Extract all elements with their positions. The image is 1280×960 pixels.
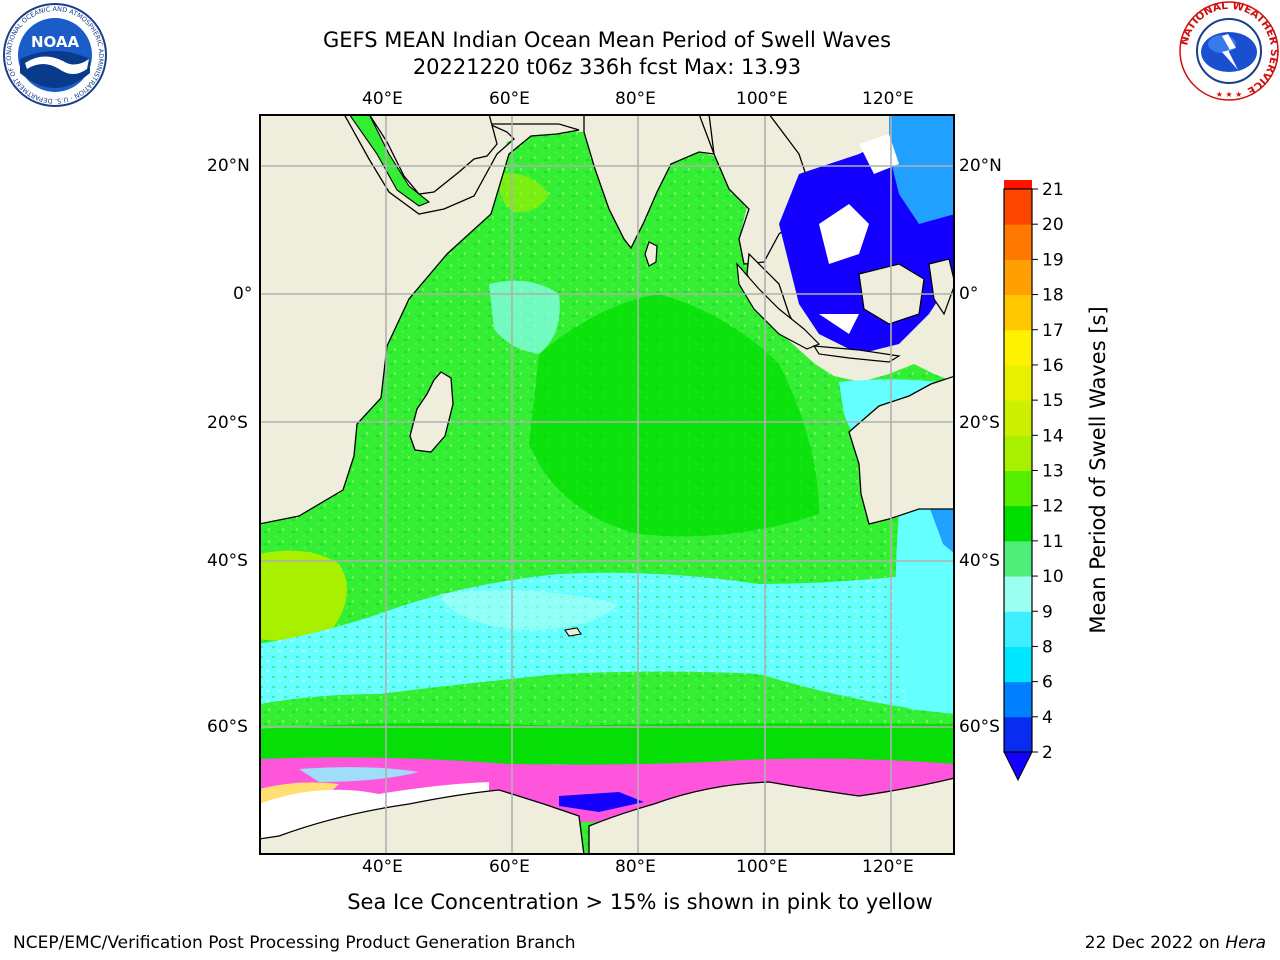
colorbar-tick-label: 18 (1042, 286, 1064, 306)
yellow-green-sw (259, 550, 347, 641)
southern-cyan-texture (259, 569, 955, 714)
southern-light-cyan (439, 590, 619, 630)
lat-label-left-60s: 60°S (207, 717, 248, 737)
colorbar-band (1004, 646, 1032, 683)
svg-text:NOAA: NOAA (31, 33, 80, 51)
colorbar-label: Mean Period of Swell Waves [s] (1086, 306, 1110, 634)
colorbar-band (1004, 435, 1032, 471)
colorbar-tick-label: 13 (1042, 462, 1064, 482)
footer-date-text: 22 Dec 2022 on (1084, 933, 1220, 953)
lon-label-top-60e: 60°E (489, 89, 530, 109)
lon-label-bottom-60e: 60°E (489, 857, 530, 877)
colorbar-tick-label: 16 (1042, 356, 1064, 376)
sea-ice-deep-blue (559, 792, 644, 812)
lon-label-top-120e: 120°E (862, 89, 914, 109)
colorbar-ticks: 2 4 6 8 9 10 11 12 13 14 15 16 17 18 19 20 21 (1032, 180, 1064, 763)
madagascar-land (409, 371, 454, 453)
colorbar-band (1004, 180, 1032, 190)
map-panel (259, 114, 955, 855)
kerguelen-land (564, 627, 582, 637)
colorbar-band (1004, 576, 1032, 612)
lat-label-left-20n: 20°N (207, 156, 250, 176)
lon-label-bottom-120e: 120°E (862, 857, 914, 877)
lat-label-left-20s: 20°S (207, 413, 248, 433)
se-blue-edge (929, 498, 955, 554)
sulawesi-land (928, 258, 955, 316)
colorbar-band (1004, 540, 1032, 577)
footer-left-text: NCEP/EMC/Verification Post Processing Pr… (13, 933, 576, 953)
colorbar-band (1004, 294, 1032, 331)
antarctica-land (259, 777, 955, 855)
colorbar-tick-label: 21 (1042, 180, 1064, 200)
lon-label-top-80e: 80°E (615, 89, 656, 109)
colorbar-tick-label: 19 (1042, 250, 1064, 270)
bright-green-region (529, 294, 819, 537)
colorbar-band (1004, 259, 1032, 296)
cyan-patch-west (489, 280, 560, 354)
colorbar-band (1004, 470, 1032, 507)
sumatra-land (736, 262, 821, 350)
map-frame (259, 114, 955, 855)
colorbar-band (1004, 611, 1032, 647)
colorbar-band (1004, 364, 1032, 401)
sea-ice-cyan (299, 767, 419, 782)
lon-label-bottom-100e: 100°E (736, 857, 788, 877)
colorbar-tick-label: 14 (1042, 426, 1064, 446)
green-band-60s (259, 723, 955, 769)
australia-land (848, 375, 955, 525)
colorbar-tick-label: 12 (1042, 497, 1064, 517)
se-cyan (895, 499, 955, 714)
lat-label-left-0: 0° (233, 284, 253, 304)
colorbar-band (1004, 329, 1032, 366)
colorbar-bands (1004, 180, 1032, 753)
lon-label-top-40e: 40°E (362, 89, 403, 109)
title-line-1: GEFS MEAN Indian Ocean Mean Period of Sw… (322, 28, 892, 52)
noaa-logo: NATIONAL OCEANIC AND ATMOSPHERIC ADMINIS… (0, 0, 107, 107)
arabia-land (368, 114, 498, 195)
colorbar-tick-label: 4 (1042, 708, 1053, 728)
lat-label-left-40s: 40°S (207, 551, 248, 571)
colorbar-band (1004, 681, 1032, 718)
colorbar-tick-label: 6 (1042, 673, 1053, 693)
colorbar-tick-label: 20 (1042, 215, 1064, 235)
colorbar-tick-label: 8 (1042, 637, 1053, 657)
footer-machine-name: Hera (1225, 933, 1266, 953)
colorbar-band (1004, 505, 1032, 542)
lat-label-right-20s: 20°S (959, 413, 1000, 433)
colorbar-tick-label: 17 (1042, 321, 1064, 341)
gridlines (259, 114, 955, 855)
nws-logo: NATIONAL WEATHER SERVICE ★ ★ ★ (1178, 0, 1280, 102)
lat-label-right-60s: 60°S (959, 717, 1000, 737)
colorbar-tick-label: 15 (1042, 391, 1064, 411)
lat-label-right-20n: 20°N (959, 156, 1002, 176)
colorbar-under-triangle (1003, 751, 1033, 782)
lon-label-bottom-80e: 80°E (615, 857, 656, 877)
svg-text:★ ★ ★: ★ ★ ★ (1216, 90, 1243, 99)
sea-ice-caption: Sea Ice Concentration > 15% is shown in … (347, 890, 933, 914)
colorbar: 2 4 6 8 9 10 11 12 13 14 15 16 17 18 19 20 21 (1003, 180, 1064, 782)
se-asia-white (819, 134, 899, 334)
colorbar-band (1004, 400, 1032, 436)
title-line-2: 20221220 t06z 336h fcst Max: 13.93 (412, 55, 802, 79)
lon-label-bottom-40e: 40°E (362, 857, 403, 877)
sri-lanka-land (644, 241, 658, 267)
se-asia-blue-light (889, 114, 955, 224)
colorbar-band (1004, 224, 1032, 260)
colorbar-band (1004, 189, 1032, 225)
lon-label-top-100e: 100°E (736, 89, 788, 109)
colorbar-tick-label: 11 (1042, 532, 1064, 552)
java-land (812, 345, 901, 363)
colorbar-tick-label: 2 (1042, 743, 1053, 763)
lat-label-right-0: 0° (959, 284, 979, 304)
colorbar-tick-label: 10 (1042, 567, 1064, 587)
india-land (583, 114, 715, 250)
colorbar-tick-label: 9 (1042, 602, 1053, 622)
colorbar-band (1004, 716, 1032, 753)
lat-label-right-40s: 40°S (959, 551, 1000, 571)
footer-date: 22 Dec 2022 on Hera (1085, 933, 1266, 953)
